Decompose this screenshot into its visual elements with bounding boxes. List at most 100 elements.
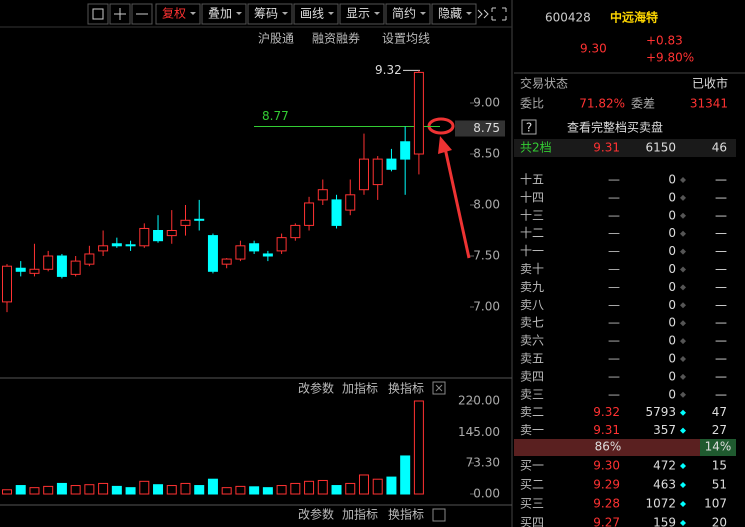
book-price: —: [608, 208, 620, 222]
toolbar-button[interactable]: [385, 3, 431, 25]
book-price: 9.30: [593, 459, 620, 473]
candle-body: [290, 224, 301, 239]
book-label: 买二: [520, 478, 544, 492]
book-dot: [680, 501, 686, 507]
volume-bar: [331, 485, 342, 495]
volume-bar: [235, 485, 246, 495]
book-count: —: [715, 298, 727, 312]
book-label: 卖九: [520, 280, 544, 294]
volume-bar: [345, 482, 356, 495]
chart-link[interactable]: 融资融券: [312, 31, 360, 46]
book-volume: 0: [668, 316, 676, 330]
dropdown-icon: [420, 12, 426, 15]
book-price: —: [608, 244, 620, 258]
book-dot: [680, 284, 686, 291]
book-price: —: [608, 262, 620, 276]
y-tick-label: 73.30: [466, 456, 500, 470]
book-dot: [680, 230, 686, 237]
book-volume: 0: [668, 226, 676, 240]
volume-bar: [84, 484, 95, 495]
volume-link[interactable]: 加指标: [342, 381, 378, 396]
volume-bar: [125, 487, 136, 495]
price-marker: [455, 120, 505, 137]
chart-link[interactable]: 设置均线: [382, 32, 430, 46]
book-count: —: [715, 190, 727, 204]
toolbar-button[interactable]: [155, 3, 201, 25]
toolbar-label: 简约: [392, 6, 416, 21]
book-dot: [680, 320, 686, 327]
book-volume: 5793: [645, 405, 676, 419]
chart-link[interactable]: 沪股通: [258, 32, 294, 46]
book-count: 27: [712, 423, 727, 437]
toolbar-button[interactable]: [339, 3, 385, 25]
volume-bar: [56, 482, 67, 495]
book-count: —: [715, 387, 727, 401]
toolbar-icons[interactable]: [87, 3, 507, 25]
help-box[interactable]: [521, 119, 537, 135]
help: ?: [526, 121, 532, 135]
candle-body: [98, 245, 109, 252]
close-icon: [435, 384, 443, 392]
toolbar-button[interactable]: [293, 3, 339, 25]
toolbar-button[interactable]: [431, 3, 477, 25]
book-count: 107: [704, 497, 727, 511]
high-label: 9.32: [375, 63, 402, 77]
volume-bar: [386, 476, 397, 495]
book-count: —: [715, 369, 727, 383]
stock-code: 600428: [545, 11, 591, 25]
toolbar-button[interactable]: [201, 3, 247, 25]
buy-pct: 86%: [595, 440, 622, 454]
book-volume: 0: [668, 208, 676, 222]
icon-button[interactable]: [109, 3, 131, 25]
book-volume: 0: [668, 387, 676, 401]
volume-bar: [372, 478, 383, 495]
book-count: —: [715, 244, 727, 258]
book-volume: 0: [668, 244, 676, 258]
icon[interactable]: [491, 7, 507, 21]
candle-body: [262, 253, 273, 257]
book-label: 卖二: [520, 405, 544, 419]
book-count: 47: [712, 405, 727, 419]
volume-link[interactable]: 改参数: [298, 381, 334, 396]
book-volume: 463: [653, 478, 676, 492]
y-tick-label: 220.00: [458, 394, 500, 408]
candle-body: [125, 244, 136, 247]
y-tick-label: 0.00: [473, 487, 500, 501]
book-volume: 0: [668, 334, 676, 348]
candle-body: [413, 71, 424, 155]
candle-body: [139, 227, 150, 247]
book-price: —: [608, 387, 620, 401]
toolbar-label: 筹码: [254, 7, 278, 21]
bottom-link[interactable]: 改参数: [298, 507, 334, 522]
book-label: 卖五: [520, 352, 544, 366]
volume-link[interactable]: 换指标: [388, 381, 424, 396]
icon-button[interactable]: [131, 3, 153, 25]
close-button[interactable]: [432, 508, 446, 522]
volume-bar: [70, 485, 81, 495]
levels-label: 共2档: [520, 141, 552, 155]
candle-body: [358, 158, 369, 191]
candle-body: [400, 141, 411, 160]
volume-bar: [180, 482, 191, 495]
candle-body: [235, 245, 246, 260]
stock-name: 中远海特: [610, 10, 658, 25]
bottom-link[interactable]: 加指标: [342, 507, 378, 522]
book-volume: 0: [668, 369, 676, 383]
book-price: —: [608, 190, 620, 204]
icon[interactable]: [477, 9, 489, 19]
book-price: —: [608, 298, 620, 312]
volume-bar: [221, 487, 232, 495]
book-dot: [680, 482, 686, 488]
candle-body: [386, 158, 397, 170]
close-button[interactable]: [432, 381, 446, 395]
icon: [92, 8, 104, 20]
book-label: 十四: [520, 190, 544, 204]
full-book-link[interactable]: 查看完整档买卖盘: [567, 120, 663, 135]
book-price: —: [608, 352, 620, 366]
bottom-link[interactable]: 换指标: [388, 507, 424, 522]
book-label: 十五: [520, 173, 544, 187]
toolbar-button[interactable]: [247, 3, 293, 25]
book-price: —: [608, 280, 620, 294]
icon-button[interactable]: [87, 3, 109, 25]
book-count: —: [715, 208, 727, 222]
